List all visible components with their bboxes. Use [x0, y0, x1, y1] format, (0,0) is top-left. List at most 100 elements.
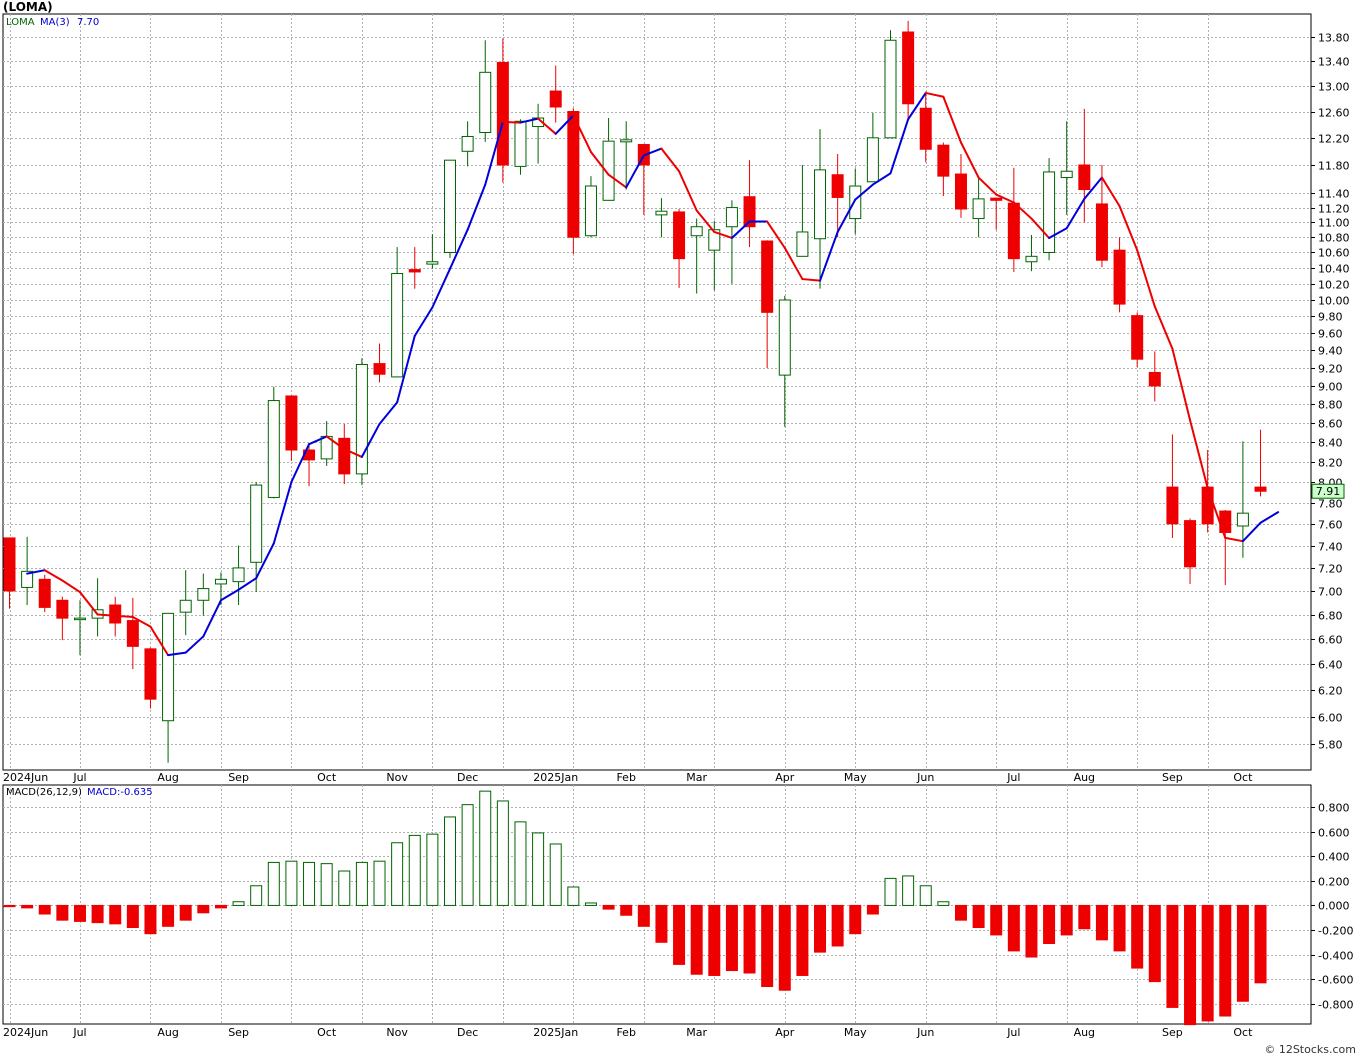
macd-bar — [1131, 904, 1144, 969]
macd-bar — [338, 870, 351, 906]
x-axis-label: Mar — [686, 771, 707, 784]
macd-bar — [584, 902, 597, 906]
macd-bar — [849, 904, 862, 935]
candle-body — [1254, 486, 1267, 492]
ma-line-segment — [378, 401, 399, 425]
price-y-tick-label: 11.00 — [1318, 217, 1350, 230]
ma-line-segment — [431, 267, 451, 309]
macd-bar — [1166, 904, 1179, 1008]
ma-line-segment — [131, 615, 152, 628]
macd-x-axis-label: Nov — [386, 1026, 408, 1039]
macd-bar — [285, 860, 298, 906]
ma-line-segment — [1100, 176, 1121, 208]
ma-line-segment — [237, 577, 258, 591]
candle-body — [408, 269, 421, 273]
macd-y-tick-label: 0.400 — [1318, 851, 1350, 864]
candle-body — [496, 62, 509, 166]
candle-body — [1148, 371, 1161, 387]
price-y-tick-label: 6.80 — [1318, 610, 1343, 623]
macd-bar — [637, 904, 650, 927]
macd-y-tick-label: -0.400 — [1318, 950, 1353, 963]
macd-bar — [549, 843, 562, 906]
macd-x-axis-label: Oct — [1233, 1026, 1253, 1039]
last-price-label: 7.91 — [1316, 485, 1341, 498]
price-y-tick-label: 8.60 — [1318, 418, 1343, 431]
ma-line-segment — [484, 120, 504, 186]
x-axis-label: Aug — [1074, 771, 1095, 784]
candle-body — [162, 612, 175, 722]
macd-x-axis-label: Jul — [1006, 1026, 1020, 1039]
macd-bar — [355, 861, 368, 906]
ma-line-segment — [959, 141, 980, 179]
price-y-tick-label: 6.20 — [1318, 685, 1343, 698]
macd-bar — [21, 904, 34, 909]
macd-bar — [162, 904, 175, 927]
ma-line-segment — [1153, 305, 1174, 350]
macd-x-axis-label: Feb — [616, 1026, 635, 1039]
x-axis-label: May — [844, 771, 867, 784]
ma-line-segment — [801, 278, 822, 282]
macd-bar — [1060, 904, 1073, 936]
x-axis-label: 2024Jun — [3, 771, 48, 784]
price-y-tick-label: 10.80 — [1318, 232, 1350, 245]
ma-line-segment — [1206, 487, 1227, 539]
price-y-tick-label: 11.80 — [1318, 160, 1350, 173]
price-y-tick-label: 13.80 — [1318, 32, 1350, 45]
ma-line-segment — [1083, 176, 1103, 200]
price-legend-symbol: LOMA — [6, 17, 35, 28]
macd-y-tick-label: 0.800 — [1318, 802, 1350, 815]
candle-body — [267, 400, 280, 498]
credit-text: © 12Stocks.com — [1264, 1043, 1356, 1056]
macd-bar — [56, 904, 69, 921]
candle-body — [109, 604, 122, 624]
price-y-tick-label: 7.40 — [1318, 541, 1343, 554]
ma-line-segment — [995, 193, 1015, 204]
price-y-tick-label: 8.20 — [1318, 457, 1343, 470]
macd-bar — [690, 904, 703, 975]
candle-body — [38, 578, 51, 608]
macd-bar — [232, 901, 245, 906]
ma-line-segment — [1065, 197, 1086, 230]
page-title: (LOMA) — [3, 0, 53, 14]
price-y-tick-label: 10.40 — [1318, 263, 1350, 276]
macd-bar — [1078, 904, 1091, 930]
macd-bar — [91, 904, 104, 924]
macd-legend-value: MACD:-0.635 — [87, 787, 153, 798]
macd-bar — [126, 904, 139, 929]
ma-line-segment — [290, 443, 311, 483]
ma-line-segment — [114, 614, 134, 618]
candle-body — [391, 273, 404, 378]
macd-x-axis-label: Sep — [228, 1026, 249, 1039]
price-y-tick-label: 8.40 — [1318, 437, 1343, 450]
candle-body — [56, 599, 69, 619]
price-y-tick-label: 6.60 — [1318, 634, 1343, 647]
x-axis-label: Oct — [1233, 771, 1253, 784]
candle-body — [796, 231, 809, 257]
ma-legend-label: MA(3) — [40, 17, 70, 28]
ma-line-segment — [854, 183, 874, 201]
price-y-tick-label: 6.00 — [1318, 712, 1343, 725]
x-axis-label: Jul — [1006, 771, 1020, 784]
macd-bar — [1113, 904, 1126, 952]
ma-line-segment — [1048, 227, 1068, 239]
ma-line-segment — [907, 91, 927, 121]
ma-line-segment — [1259, 511, 1280, 524]
macd-x-axis-label: Apr — [775, 1026, 795, 1039]
candle-body — [849, 185, 862, 220]
macd-bar — [144, 904, 157, 935]
ma-line-segment — [1224, 536, 1244, 543]
ma-line-segment — [1136, 249, 1156, 308]
candle-body — [1095, 203, 1108, 261]
candle-body — [902, 31, 915, 105]
price-y-tick-label: 13.40 — [1318, 56, 1350, 69]
macd-y-tick-label: -0.200 — [1318, 925, 1353, 938]
ma-line-segment — [942, 95, 962, 144]
macd-bar — [320, 863, 333, 906]
candle-body — [549, 90, 562, 108]
candle-body — [1113, 249, 1126, 305]
x-axis-label: Dec — [457, 771, 478, 784]
macd-bar — [778, 904, 791, 991]
macd-bar — [373, 860, 386, 906]
ma-line-segment — [308, 435, 328, 446]
candle-body — [1236, 512, 1249, 527]
